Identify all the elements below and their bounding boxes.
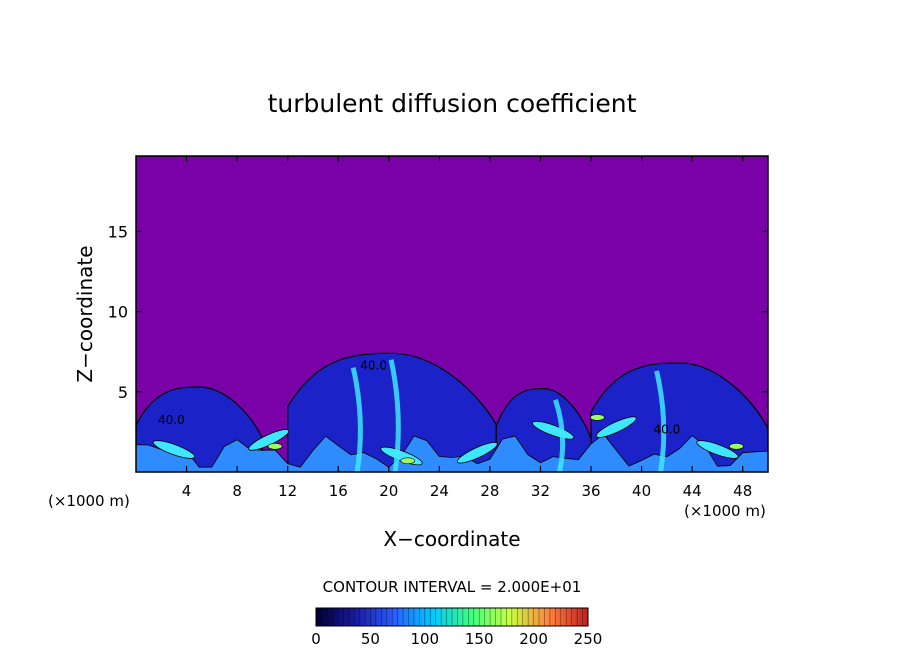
x-tick-label: 44 [683, 482, 702, 500]
colorbar-tick-label: 0 [311, 630, 321, 648]
x-unit-left: (×1000 m) [48, 492, 130, 510]
surface-layer [136, 433, 768, 472]
contour-label: 40.0 [158, 413, 185, 427]
plot-area: 40.0 40.0 40.0 [136, 156, 768, 472]
x-tick-label: 12 [278, 482, 297, 500]
colorbar-tick-label: 250 [574, 630, 603, 648]
x-unit-right: (×1000 m) [684, 502, 766, 520]
y-axis-label: Z−coordinate [73, 245, 97, 382]
turbulent-region-2 [287, 352, 497, 472]
chart-title: turbulent diffusion coefficient [268, 89, 637, 118]
turbulent-plume [388, 359, 401, 472]
contour-interval-text: CONTOUR INTERVAL = 2.000E+01 [323, 578, 582, 596]
turbulent-region-4 [590, 362, 768, 472]
x-tick-label: 16 [329, 482, 348, 500]
x-tick-label: 4 [182, 482, 192, 500]
y-tick-label: 10 [108, 303, 128, 322]
peak-diffusion-spot [729, 443, 744, 450]
colorbar-tick-label: 200 [519, 630, 548, 648]
colorbar-tick-label: 50 [361, 630, 380, 648]
turbulent-plume [654, 370, 667, 472]
peak-diffusion-spot [400, 457, 416, 465]
contour-label: 40.0 [360, 358, 387, 372]
high-diffusion-streak [595, 416, 637, 438]
y-tick-label: 15 [108, 222, 128, 241]
x-tick-label: 32 [531, 482, 550, 500]
x-axis: 4 8 12 16 20 24 28 32 36 40 44 48 [182, 156, 752, 500]
x-tick-label: 20 [379, 482, 398, 500]
peak-diffusion-spot [267, 443, 283, 450]
x-tick-label: 24 [430, 482, 449, 500]
turbulent-plume [350, 367, 363, 472]
x-tick-label: 8 [232, 482, 242, 500]
y-axis: 5 10 15 [108, 222, 768, 402]
high-diffusion-streak [456, 442, 498, 464]
plot-frame [135, 155, 769, 473]
colorbar-tick-label: 150 [465, 630, 494, 648]
y-tick-label: 5 [118, 383, 128, 402]
x-tick-label: 40 [632, 482, 651, 500]
contour-label: 40.0 [654, 423, 681, 437]
colorbar: 0 50 100 150 200 250 [311, 607, 603, 648]
x-tick-label: 36 [581, 482, 600, 500]
x-axis-label: X−coordinate [383, 527, 520, 551]
turbulent-plume [553, 399, 566, 472]
high-diffusion-streak [696, 440, 739, 459]
x-tick-label: 48 [733, 482, 752, 500]
high-diffusion-streak [152, 440, 196, 459]
colorbar-tick-label: 100 [410, 630, 439, 648]
peak-diffusion-spot [590, 414, 605, 421]
x-tick-label: 28 [480, 482, 499, 500]
